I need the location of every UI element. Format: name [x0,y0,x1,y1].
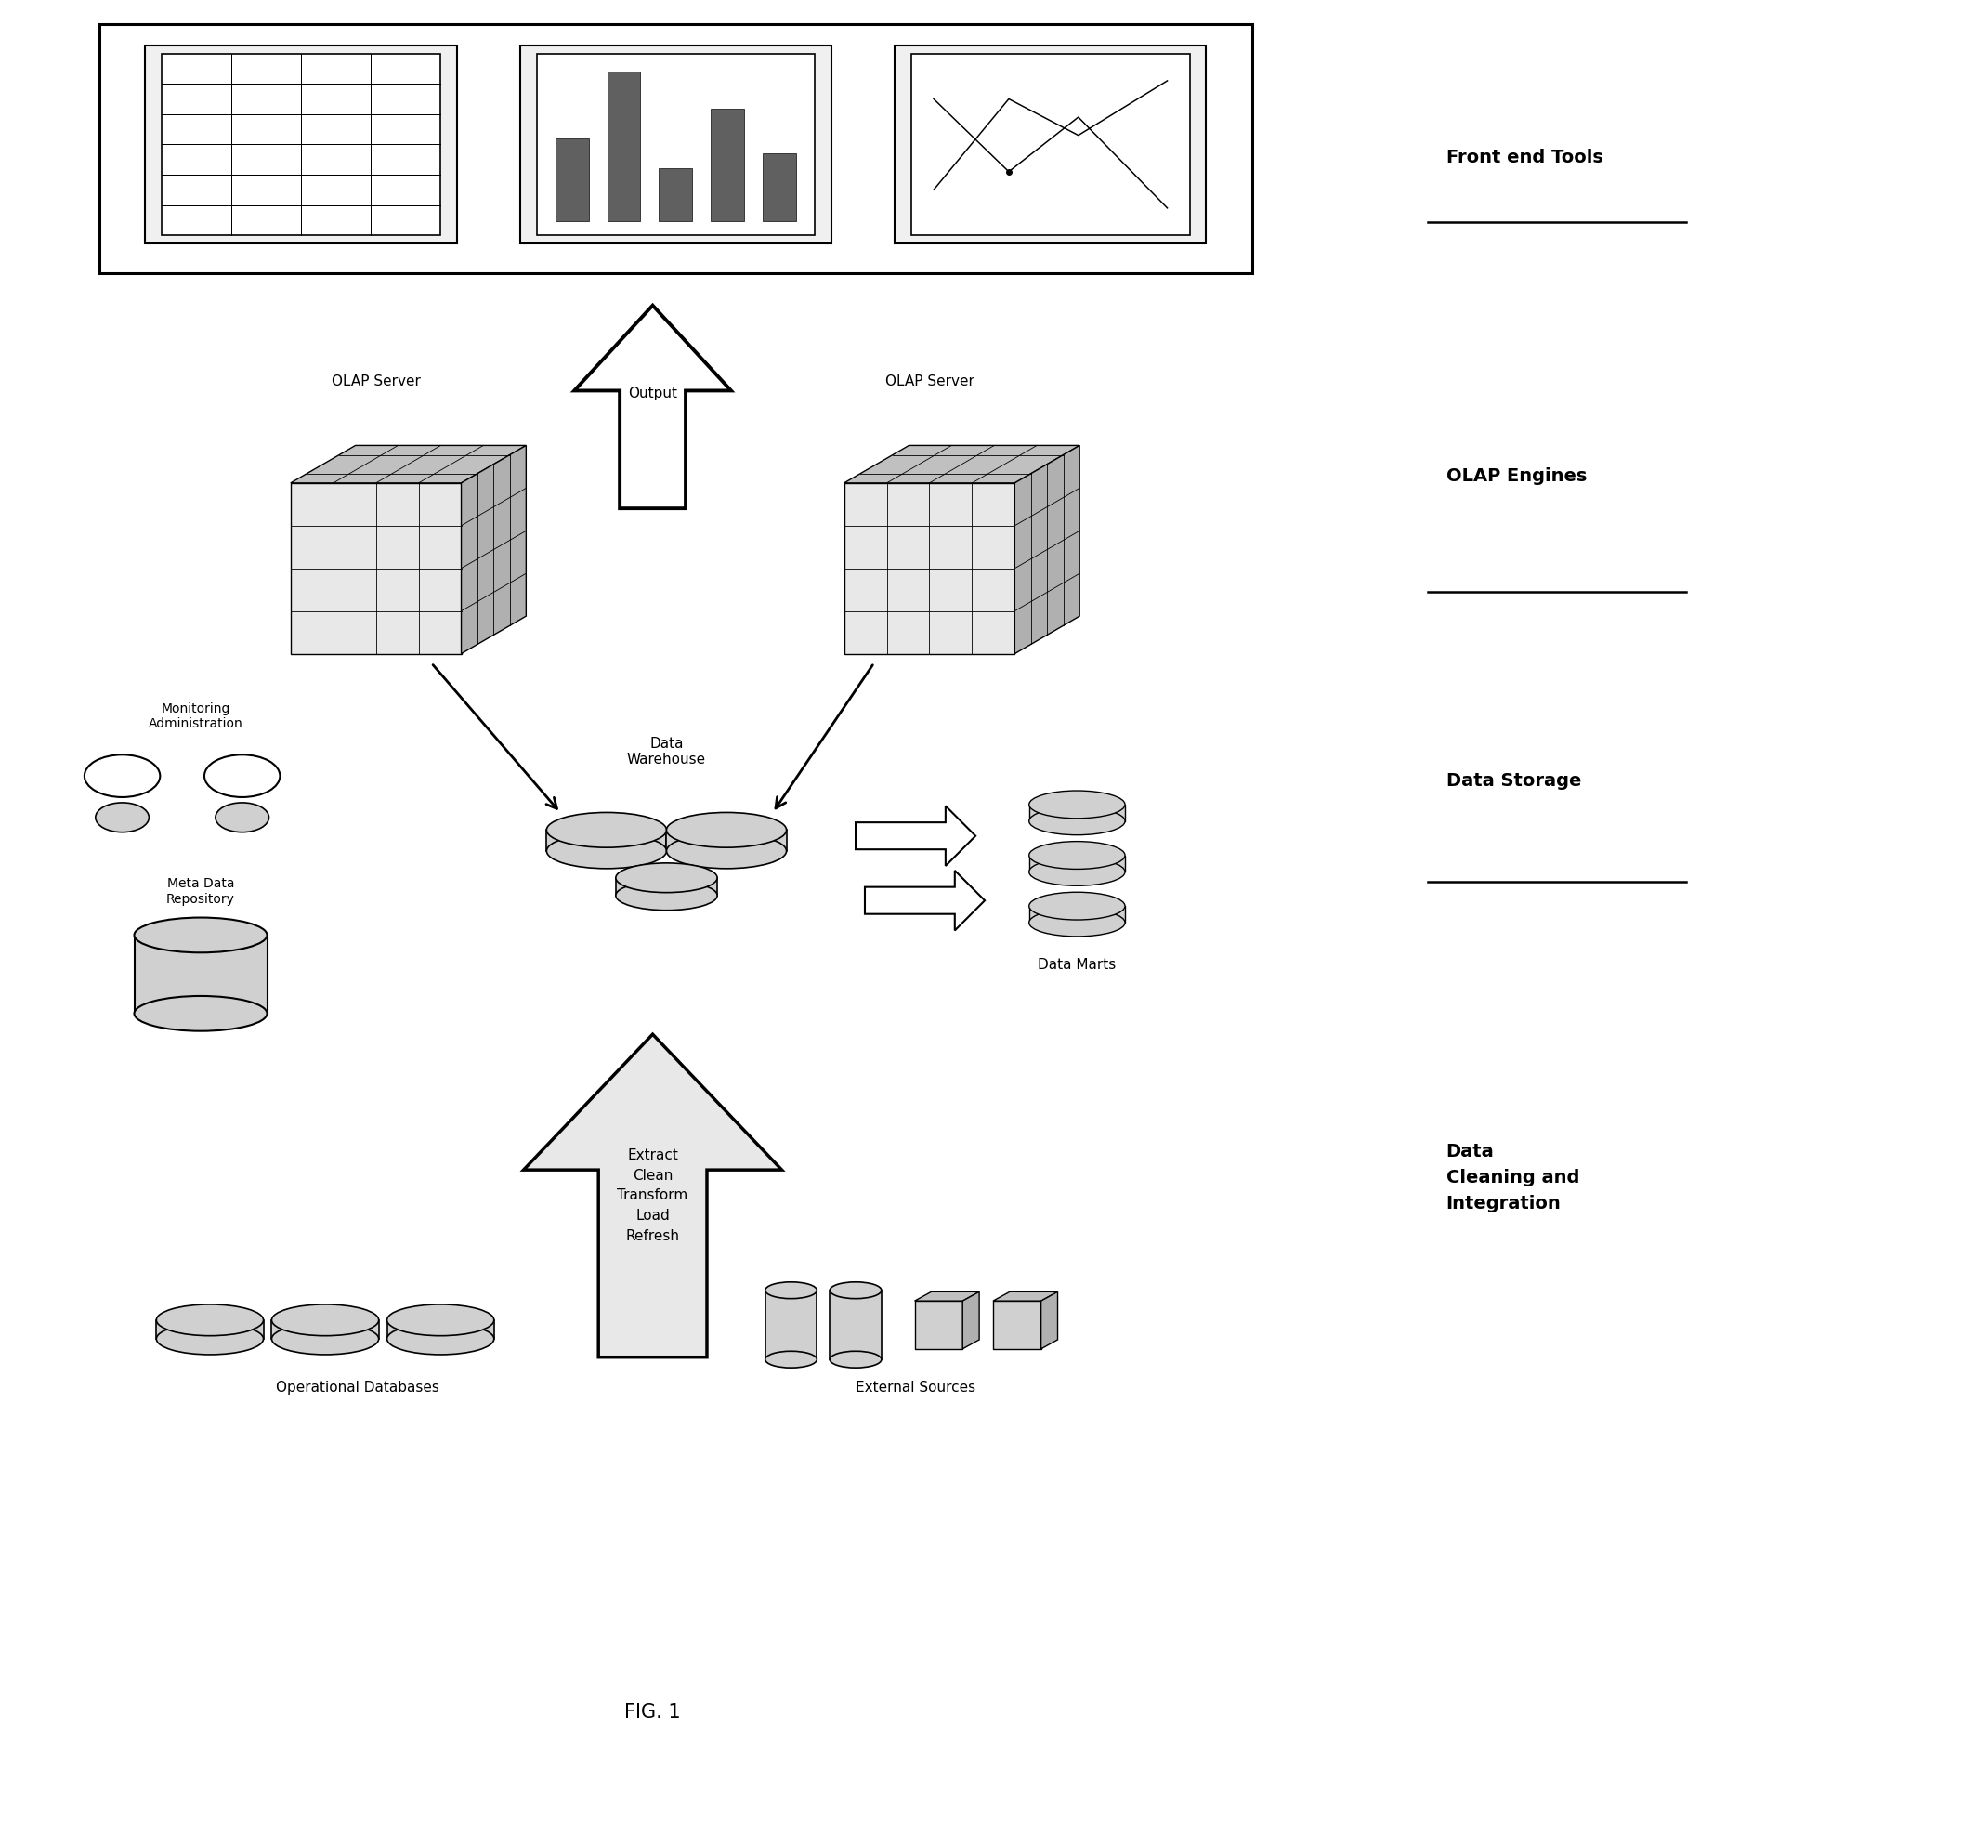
Bar [135,935,266,1013]
Ellipse shape [547,833,666,869]
Text: Front end Tools: Front end Tools [1445,150,1602,166]
Text: FIG. 1: FIG. 1 [624,1704,680,1722]
Polygon shape [1042,1292,1058,1349]
Text: Meta Data
Repository: Meta Data Repository [167,878,235,906]
Bar [1030,856,1125,872]
Bar [616,878,718,896]
Bar [911,54,1189,235]
Polygon shape [914,1292,980,1301]
Bar [763,153,797,220]
Bar [914,1301,962,1349]
Bar [290,482,461,654]
Ellipse shape [547,813,666,848]
Ellipse shape [1030,857,1125,885]
Text: Data Mining: Data Mining [1012,54,1089,67]
Polygon shape [523,1035,781,1356]
Bar [547,830,666,852]
Bar [99,24,1252,274]
Bar [606,72,640,220]
Text: Data
Warehouse: Data Warehouse [626,737,706,767]
Ellipse shape [388,1305,493,1336]
Polygon shape [865,870,984,930]
Ellipse shape [1030,808,1125,835]
Bar [1030,906,1125,922]
Ellipse shape [1030,791,1125,819]
Ellipse shape [272,1305,378,1336]
Bar [765,1290,817,1360]
Polygon shape [845,445,1079,482]
Ellipse shape [666,813,787,848]
Ellipse shape [205,754,280,796]
Text: External Sources: External Sources [855,1380,976,1393]
Bar [660,168,692,220]
Text: Monitoring
Administration: Monitoring Administration [149,702,243,730]
Bar [895,44,1207,244]
Ellipse shape [135,918,266,952]
Text: Data
Cleaning and
Integration: Data Cleaning and Integration [1445,1142,1578,1212]
Ellipse shape [829,1351,881,1368]
Bar [521,44,831,244]
Polygon shape [994,1292,1058,1301]
Bar [145,44,457,244]
Bar [537,54,815,235]
Text: Data Storage: Data Storage [1445,772,1580,789]
Ellipse shape [616,881,718,911]
Bar [555,139,588,220]
Text: Data Marts: Data Marts [1038,957,1115,972]
Ellipse shape [83,754,161,796]
Bar [157,1319,262,1340]
Ellipse shape [95,802,149,832]
Bar [829,1290,881,1360]
Text: Operational Databases: Operational Databases [276,1380,439,1393]
Text: Analysis: Analysis [650,54,702,67]
Text: Query Reports: Query Reports [254,54,348,67]
Ellipse shape [829,1283,881,1299]
Ellipse shape [1030,893,1125,920]
Text: OLAP Server: OLAP Server [332,375,421,388]
Bar [161,54,439,235]
Polygon shape [290,445,527,482]
Bar [1030,804,1125,821]
Polygon shape [962,1292,980,1349]
Ellipse shape [1030,909,1125,937]
Ellipse shape [765,1351,817,1368]
Bar [712,109,744,220]
Polygon shape [461,445,527,654]
Polygon shape [1014,445,1079,654]
Text: OLAP Server: OLAP Server [885,375,974,388]
Text: OLAP Engines: OLAP Engines [1445,468,1586,484]
Bar [272,1319,378,1340]
Text: Extract
Clean
Transform
Load
Refresh: Extract Clean Transform Load Refresh [616,1149,688,1244]
Ellipse shape [215,802,268,832]
Ellipse shape [135,996,266,1031]
Ellipse shape [157,1305,262,1336]
Bar [994,1301,1042,1349]
Polygon shape [575,305,732,508]
Ellipse shape [157,1323,262,1355]
Ellipse shape [388,1323,493,1355]
Ellipse shape [666,833,787,869]
Bar [388,1319,493,1340]
Ellipse shape [765,1283,817,1299]
Bar [666,830,787,852]
Bar [845,482,1014,654]
Text: Output: Output [628,386,678,399]
Ellipse shape [616,863,718,893]
Ellipse shape [272,1323,378,1355]
Polygon shape [855,806,976,867]
Ellipse shape [1030,841,1125,869]
